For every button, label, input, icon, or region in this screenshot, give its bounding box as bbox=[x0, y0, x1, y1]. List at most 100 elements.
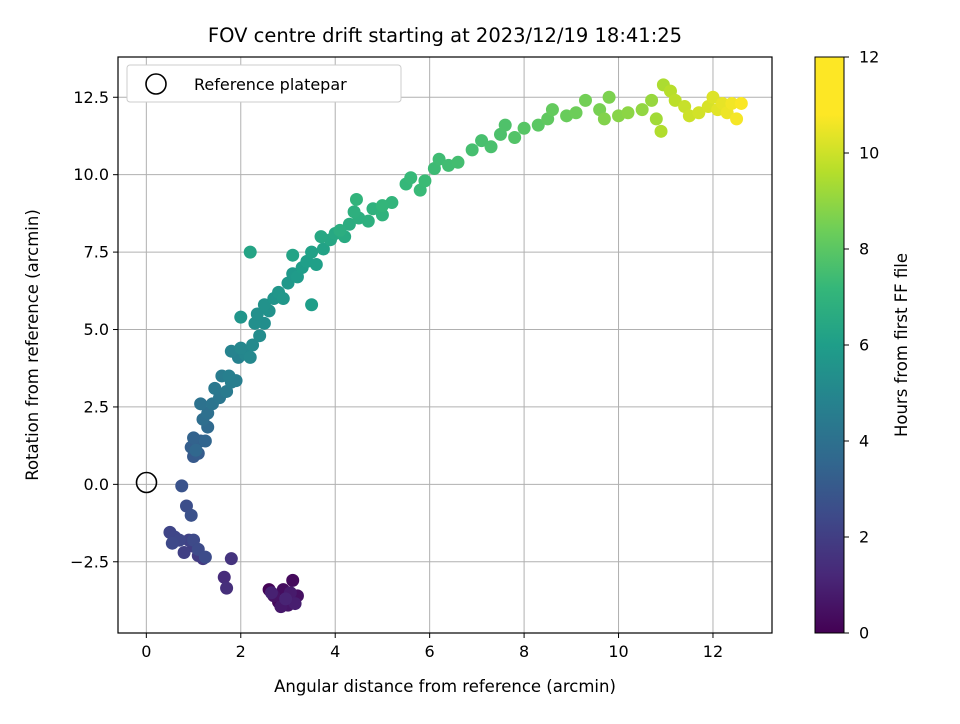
chart-title: FOV centre drift starting at 2023/12/19 … bbox=[208, 24, 682, 47]
data-point bbox=[198, 550, 212, 564]
data-point bbox=[342, 217, 356, 231]
y-axis-label: Rotation from reference (arcmin) bbox=[23, 209, 42, 481]
data-point bbox=[276, 292, 290, 306]
x-tick-label: 10 bbox=[608, 642, 628, 661]
data-point bbox=[597, 112, 611, 126]
data-point bbox=[177, 545, 191, 559]
data-point bbox=[578, 93, 592, 107]
legend-box bbox=[126, 64, 402, 103]
data-point bbox=[602, 90, 616, 104]
data-point bbox=[314, 230, 328, 244]
colorbar-tick-label: 0 bbox=[859, 624, 869, 643]
grid-lines bbox=[118, 57, 772, 633]
data-point bbox=[692, 106, 706, 120]
data-point bbox=[305, 298, 319, 312]
data-point bbox=[257, 298, 271, 312]
data-point bbox=[279, 592, 293, 606]
data-point bbox=[725, 96, 739, 110]
x-tick-label: 4 bbox=[330, 642, 340, 661]
data-point bbox=[654, 124, 668, 138]
data-point bbox=[635, 103, 649, 117]
y-tick-label: 2.5 bbox=[84, 397, 109, 416]
y-tick-label: 0.0 bbox=[84, 475, 109, 494]
y-tick-label: 5.0 bbox=[84, 320, 109, 339]
data-point bbox=[418, 174, 432, 188]
y-tick-label: 7.5 bbox=[84, 243, 109, 262]
data-point bbox=[222, 369, 236, 383]
data-point bbox=[517, 121, 531, 135]
data-point bbox=[349, 192, 363, 206]
data-point bbox=[184, 508, 198, 522]
x-tick-label: 8 bbox=[519, 642, 529, 661]
data-point bbox=[246, 338, 260, 352]
data-point bbox=[706, 90, 720, 104]
data-point bbox=[234, 310, 248, 324]
data-point bbox=[333, 223, 347, 237]
colorbar-tick-label: 4 bbox=[859, 432, 869, 451]
data-point bbox=[220, 581, 234, 595]
data-point bbox=[224, 552, 238, 566]
data-point bbox=[217, 570, 231, 584]
data-point bbox=[165, 536, 179, 550]
y-tick-label: 10.0 bbox=[73, 165, 109, 184]
data-point bbox=[545, 103, 559, 117]
colorbar bbox=[814, 56, 845, 634]
data-point bbox=[189, 443, 203, 457]
data-point bbox=[309, 257, 323, 271]
data-point bbox=[451, 155, 465, 169]
data-point bbox=[243, 245, 257, 259]
data-point bbox=[250, 307, 264, 321]
data-point bbox=[208, 381, 222, 395]
data-point bbox=[175, 479, 189, 493]
colorbar-ticks: 0 2 4 6 8 10 12 bbox=[844, 48, 879, 643]
scatter-points bbox=[163, 78, 748, 614]
x-tick-label: 2 bbox=[236, 642, 246, 661]
data-point bbox=[649, 112, 663, 126]
colorbar-tick-label: 2 bbox=[859, 528, 869, 547]
x-tick-label: 12 bbox=[703, 642, 723, 661]
data-point bbox=[194, 397, 208, 411]
y-axis-ticks: −2.5 0.0 2.5 5.0 7.5 10.0 12.5 bbox=[70, 88, 118, 571]
data-point bbox=[187, 431, 201, 445]
colorbar-tick-label: 10 bbox=[859, 144, 879, 163]
data-point bbox=[668, 93, 682, 107]
data-point bbox=[484, 140, 498, 154]
data-point bbox=[498, 118, 512, 132]
data-point bbox=[286, 248, 300, 262]
y-tick-label: −2.5 bbox=[70, 552, 109, 571]
x-tick-label: 0 bbox=[141, 642, 151, 661]
colorbar-tick-label: 12 bbox=[859, 48, 879, 67]
data-point bbox=[645, 93, 659, 107]
data-point bbox=[257, 316, 271, 330]
data-point bbox=[734, 96, 748, 110]
data-point bbox=[286, 573, 300, 587]
data-point bbox=[243, 350, 257, 364]
data-point bbox=[465, 143, 479, 157]
x-axis-label: Angular distance from reference (arcmin) bbox=[274, 677, 616, 696]
data-point bbox=[475, 134, 489, 148]
x-axis-ticks: 0 2 4 6 8 10 12 bbox=[141, 633, 723, 661]
data-point bbox=[361, 214, 375, 228]
colorbar-tick-label: 8 bbox=[859, 240, 869, 259]
legend-label-reference: Reference platepar bbox=[194, 75, 347, 94]
data-point bbox=[569, 106, 583, 120]
data-point bbox=[404, 171, 418, 185]
legend-marker-reference bbox=[145, 73, 167, 95]
data-point bbox=[253, 329, 267, 343]
data-point bbox=[375, 208, 389, 222]
data-point bbox=[316, 242, 330, 256]
colorbar-label: Hours from first FF file bbox=[892, 253, 911, 437]
y-tick-label: 12.5 bbox=[73, 88, 109, 107]
data-point bbox=[375, 199, 389, 213]
data-point bbox=[432, 152, 446, 166]
data-point bbox=[198, 434, 212, 448]
data-point bbox=[347, 205, 361, 219]
data-point bbox=[305, 245, 319, 259]
x-tick-label: 6 bbox=[425, 642, 435, 661]
data-point bbox=[234, 341, 248, 355]
data-point bbox=[621, 106, 635, 120]
data-point bbox=[531, 118, 545, 132]
colorbar-tick-label: 6 bbox=[859, 336, 869, 355]
data-point bbox=[264, 586, 278, 600]
